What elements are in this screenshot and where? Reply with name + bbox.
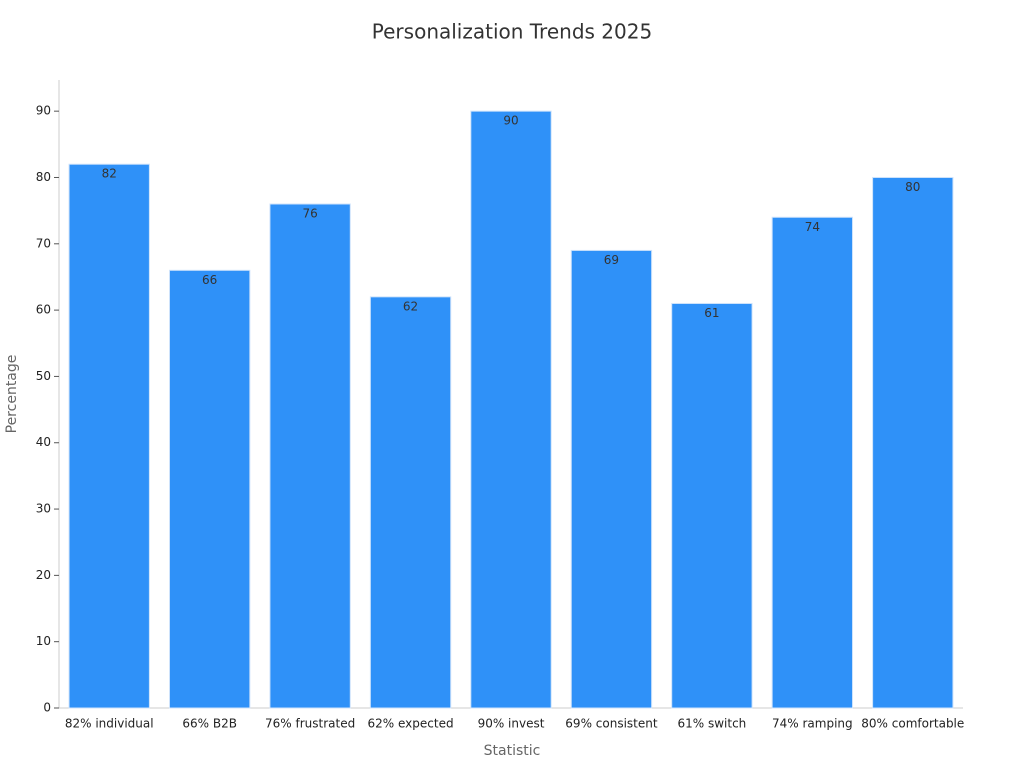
bar [872, 176, 954, 709]
data-label: 66 [202, 273, 217, 287]
x-tick-label: 69% consistent [565, 717, 658, 731]
y-tick-label: 10 [36, 634, 51, 648]
x-tick-label: 66% B2B [182, 717, 237, 731]
y-tick-label: 20 [36, 568, 51, 582]
data-label: 74 [805, 220, 820, 234]
x-tick-label: 61% switch [677, 717, 746, 731]
x-axis-title: Statistic [484, 743, 541, 759]
y-tick-label: 0 [43, 701, 51, 715]
x-tick-label: 82% individual [65, 717, 154, 731]
data-label: 82 [102, 167, 117, 181]
bar [771, 216, 854, 709]
data-label: 90 [503, 114, 518, 128]
bar [671, 302, 753, 709]
y-tick-label: 50 [36, 369, 51, 383]
y-tick-label: 70 [36, 236, 51, 250]
data-label: 80 [905, 180, 920, 194]
chart-title: Personalization Trends 2025 [372, 20, 652, 44]
x-tick-label: 74% ramping [772, 717, 853, 731]
x-tick-label: 90% invest [478, 717, 545, 731]
y-axis-title: Percentage [4, 355, 20, 434]
y-tick-label: 80 [36, 170, 51, 184]
data-label: 76 [302, 207, 317, 221]
bar [470, 110, 552, 709]
bar [269, 203, 351, 709]
bar [369, 296, 452, 709]
x-tick-label: 62% expected [368, 717, 454, 731]
data-label: 62 [403, 299, 418, 313]
y-tick-label: 40 [36, 435, 51, 449]
bar [168, 269, 251, 709]
x-tick-label: 80% comfortable [861, 717, 964, 731]
y-tick-label: 30 [36, 502, 51, 516]
bar [570, 249, 653, 709]
data-label: 61 [704, 306, 719, 320]
bar [68, 163, 150, 709]
y-tick-label: 90 [36, 104, 51, 118]
data-label: 69 [604, 253, 619, 267]
x-tick-label: 76% frustrated [265, 717, 355, 731]
y-tick-label: 60 [36, 303, 51, 317]
